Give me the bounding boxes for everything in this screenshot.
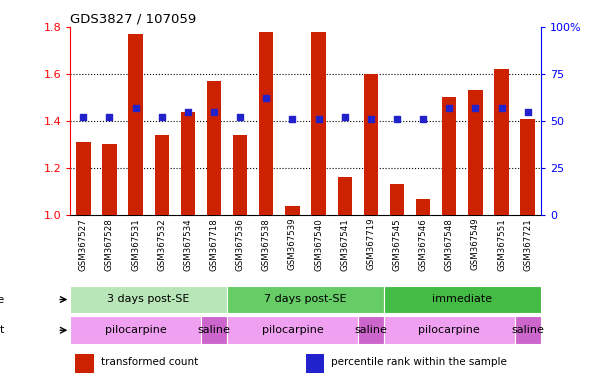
Bar — [364, 74, 378, 215]
Bar — [468, 90, 483, 215]
Bar — [494, 69, 509, 215]
Text: transformed count: transformed count — [101, 357, 198, 367]
Point — [78, 114, 88, 120]
Text: saline: saline — [354, 324, 387, 334]
Point — [444, 105, 454, 111]
Bar — [201, 316, 227, 344]
Bar — [75, 354, 94, 373]
Point — [183, 109, 193, 115]
Point — [157, 114, 167, 120]
Bar — [207, 81, 221, 215]
Text: immediate: immediate — [432, 294, 492, 304]
Text: pilocarpine: pilocarpine — [262, 324, 323, 334]
Bar — [442, 98, 456, 215]
Point — [419, 116, 428, 122]
Point — [131, 105, 141, 111]
Bar — [337, 177, 352, 215]
Text: GDS3827 / 107059: GDS3827 / 107059 — [70, 13, 197, 26]
Bar — [227, 286, 384, 313]
Bar — [233, 135, 247, 215]
Point — [288, 116, 298, 122]
Bar — [306, 354, 324, 373]
Point — [470, 105, 480, 111]
Point — [104, 114, 114, 120]
Bar — [514, 316, 541, 344]
Bar — [312, 31, 326, 215]
Text: percentile rank within the sample: percentile rank within the sample — [331, 357, 507, 367]
Text: 7 days post-SE: 7 days post-SE — [264, 294, 347, 304]
Text: pilocarpine: pilocarpine — [104, 324, 166, 334]
Bar — [521, 119, 535, 215]
Bar — [384, 286, 541, 313]
Bar — [384, 316, 514, 344]
Bar — [70, 316, 201, 344]
Bar — [128, 34, 143, 215]
Bar — [285, 206, 299, 215]
Point — [235, 114, 245, 120]
Point — [209, 109, 219, 115]
Text: saline: saline — [511, 324, 544, 334]
Bar — [227, 316, 358, 344]
Bar — [155, 135, 169, 215]
Text: 3 days post-SE: 3 days post-SE — [108, 294, 190, 304]
Point — [392, 116, 402, 122]
Text: time: time — [0, 295, 5, 305]
Point — [313, 116, 323, 122]
Bar — [358, 316, 384, 344]
Text: saline: saline — [197, 324, 230, 334]
Bar — [416, 199, 430, 215]
Bar — [390, 184, 404, 215]
Point — [366, 116, 376, 122]
Bar — [70, 286, 227, 313]
Point — [497, 105, 507, 111]
Point — [523, 109, 533, 115]
Bar — [181, 112, 195, 215]
Bar — [102, 144, 117, 215]
Point — [340, 114, 349, 120]
Text: pilocarpine: pilocarpine — [419, 324, 480, 334]
Bar — [76, 142, 90, 215]
Text: agent: agent — [0, 325, 5, 335]
Point — [262, 95, 271, 101]
Bar — [259, 31, 274, 215]
